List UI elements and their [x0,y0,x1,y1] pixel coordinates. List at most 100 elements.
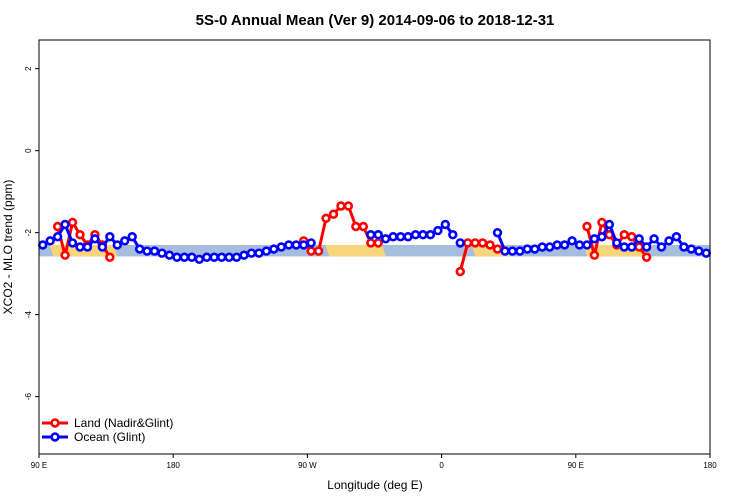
data-point [127,232,137,242]
land-band-1 [325,244,386,257]
data-point [694,246,704,256]
data-point [179,252,190,262]
data-point [537,242,547,252]
x-axis-label: Longitude (deg E) [327,478,422,492]
data-point [75,230,85,240]
data-point [448,230,458,240]
data-point [366,230,376,240]
data-point [619,230,629,240]
data-point [291,240,301,250]
data-point [634,234,644,244]
y-tick-label: 0 [24,148,33,153]
data-point [545,242,555,252]
data-point [552,240,562,250]
data-point [671,232,682,242]
data-point [597,232,607,242]
data-point [574,240,585,250]
x-tick-label: 90 E [568,461,584,470]
data-point [619,242,629,252]
x-axis: 90 E 180 90 W 0 90 E 180 [31,454,717,470]
legend-item-0: Land (Nadir&Glint) [42,416,173,430]
data-point [269,244,279,254]
data-point [686,244,697,254]
data-point [455,266,465,277]
data-point [231,252,242,262]
data-point [477,238,488,248]
y-axis-label: XCO2 - MLO trend (ppm) [1,180,15,315]
x-tick-label: 180 [167,461,181,470]
data-point [276,242,287,252]
series-1 [38,219,711,264]
data-point [45,236,55,246]
data-point [507,246,518,256]
data-point [343,201,354,211]
data-point [612,238,622,248]
data-point [380,234,391,244]
data-point [328,209,339,219]
data-point [209,252,219,262]
data-point [194,254,204,264]
data-point [120,236,130,246]
data-point [336,201,346,211]
data-point [261,246,272,256]
legend-swatch-marker [50,432,60,442]
y-tick-label: -4 [24,311,33,319]
data-point [157,248,167,258]
data-point [105,252,115,262]
data-point [515,246,525,256]
plot-frame [38,39,711,455]
data-point [589,250,600,260]
data-point [142,246,152,256]
data-point [403,232,413,242]
data-point [284,240,294,250]
data-point [90,234,100,244]
data-point [492,227,503,238]
chart-title: 5S-0 Annual Mean (Ver 9) 2014-09-06 to 2… [196,12,555,29]
series-layer [38,201,711,277]
data-point [97,242,108,252]
data-point [187,252,197,262]
data-point [52,221,63,232]
data-point [112,240,122,250]
data-point [455,238,465,248]
x-tick-label: 0 [439,461,444,470]
data-point [492,244,503,254]
data-point [254,248,264,258]
legend: Land (Nadir&Glint)Ocean (Glint) [42,416,173,444]
data-point [641,242,652,252]
data-point [67,217,78,228]
data-point [351,221,361,232]
y-tick-label: -6 [24,393,33,401]
x-tick-label: 90 E [31,461,47,470]
data-point [418,230,428,240]
data-point [164,250,175,260]
x-tick-label: 180 [703,461,717,470]
y-tick-label: 2 [24,66,33,71]
data-point [373,230,383,240]
data-point [641,252,652,262]
data-point [216,252,227,262]
data-point [202,252,212,262]
data-point [627,242,637,252]
data-point [366,238,376,248]
data-point [410,230,421,240]
data-point [388,232,398,242]
data-point [358,221,369,232]
data-point [306,238,316,248]
data-point [75,242,85,252]
data-point [649,234,659,244]
data-point [656,242,667,252]
data-point [425,230,436,240]
data-point [604,219,615,230]
data-point [634,242,644,252]
data-point [239,250,249,260]
y-tick-label: -2 [24,229,33,237]
legend-label: Land (Nadir&Glint) [74,416,173,430]
data-point [440,219,451,230]
data-point [500,246,510,256]
data-point [52,232,63,242]
plot-area [38,201,711,277]
series-0 [52,201,652,277]
data-point [679,242,689,252]
data-point [522,244,533,254]
